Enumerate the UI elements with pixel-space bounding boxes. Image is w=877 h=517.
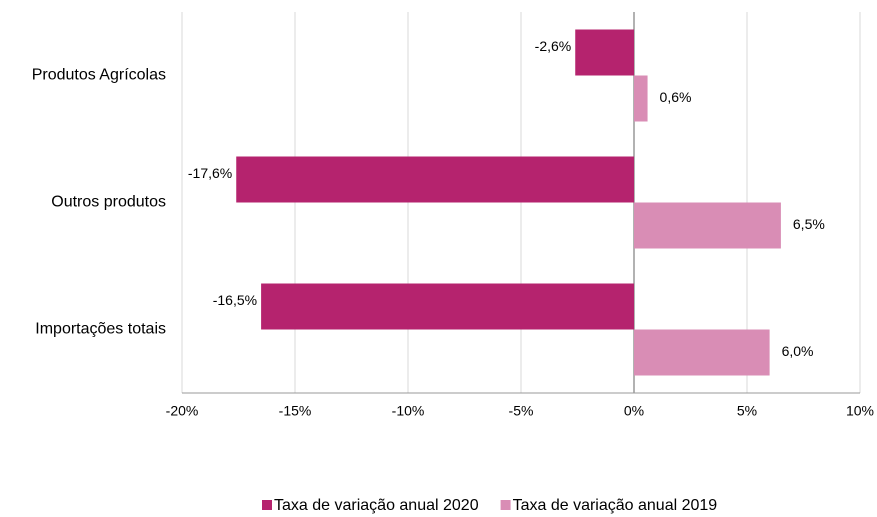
bar (634, 75, 648, 122)
data-label: -2,6% (535, 38, 572, 54)
x-tick-label: 0% (624, 403, 644, 419)
bar (634, 329, 770, 376)
x-tick-label: -10% (392, 403, 425, 419)
data-label: -17,6% (188, 165, 232, 181)
y-tick-label: Outros produtos (51, 194, 166, 211)
x-tick-label: 10% (846, 403, 874, 419)
bar (575, 29, 634, 76)
data-label: -16,5% (213, 292, 257, 308)
legend-swatch (262, 500, 272, 510)
data-label: 0,6% (660, 89, 692, 105)
bar (634, 202, 781, 249)
x-tick-label: -20% (166, 403, 199, 419)
y-tick-label: Importações totais (35, 321, 166, 338)
x-tick-label: -15% (279, 403, 312, 419)
x-tick-label: -5% (509, 403, 534, 419)
data-label: 6,0% (782, 343, 814, 359)
x-tick-label: 5% (737, 403, 757, 419)
legend-label: Taxa de variação anual 2019 (513, 497, 718, 514)
y-tick-label: Produtos Agrícolas (32, 67, 166, 84)
legend-swatch (500, 500, 511, 510)
data-label: 6,5% (793, 216, 825, 232)
bar (236, 156, 635, 203)
bar (261, 283, 634, 330)
legend-label: Taxa de variação anual 2020 (274, 497, 479, 514)
